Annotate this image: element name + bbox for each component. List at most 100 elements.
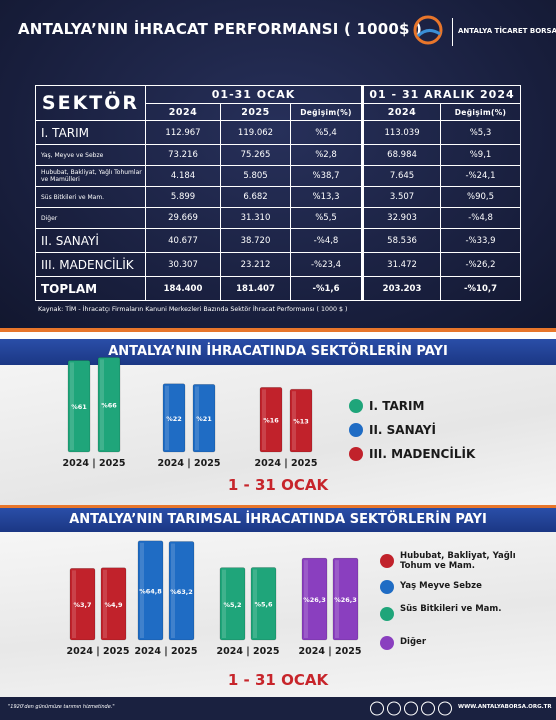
bar-shine <box>72 570 76 638</box>
category-label: 2024 | 2025 <box>299 646 362 657</box>
section-title: ANTALYA’NIN TARIMSAL İHRACATINDA SEKTÖRL… <box>0 508 556 532</box>
bar <box>100 567 127 641</box>
period-label: 1 - 31 OCAK <box>227 671 329 689</box>
accent-line <box>0 328 556 332</box>
table-cell: II. SANAYİ <box>35 228 146 253</box>
logo-wave <box>416 29 441 38</box>
table-row: III. MADENCİLİK 30.307 23.212 -%23,4 31.472-… <box>35 252 522 277</box>
bar <box>162 383 186 453</box>
bar <box>97 357 121 453</box>
legend-label: Hububat, Bakliyat, Yağlı Tohum ve Mam. <box>400 551 516 571</box>
social-icon[interactable] <box>404 701 418 716</box>
social-icons <box>370 701 452 716</box>
value-label: %61 <box>71 403 87 411</box>
table-cell: %5,3 <box>440 120 522 145</box>
category-label: 2024 | 2025 <box>135 646 198 657</box>
table-cell: -%33,9 <box>440 228 522 253</box>
table-row: TOPLAM 184.400 181.407 -%1,6 203.203 -%10,7 <box>35 276 522 301</box>
value-label: %63,2 <box>170 588 193 596</box>
bar-shine <box>165 385 169 450</box>
table-cell: %5,4 <box>289 120 364 145</box>
bar <box>168 541 195 641</box>
website[interactable]: WWW.ANTALYABORSA.ORG.TR <box>458 704 552 710</box>
bar-shine <box>70 362 74 450</box>
value-label: %26,3 <box>334 596 357 604</box>
category-label: 2024 | 2025 <box>255 458 318 469</box>
social-icon[interactable] <box>387 701 401 716</box>
category-label: 2024 | 2025 <box>217 646 280 657</box>
table-cell: 40.677 <box>145 228 221 253</box>
bar <box>192 384 216 453</box>
divider <box>452 18 453 46</box>
bar-shine <box>292 391 296 450</box>
section-title: ANTALYA’NIN İHRACATINDA SEKTÖRLERİN PAYI <box>0 339 556 365</box>
bar-shine <box>335 560 339 638</box>
table-cell: -%23,4 <box>289 252 364 277</box>
social-icon[interactable] <box>421 701 435 716</box>
table-cell: -%26,2 <box>440 252 522 277</box>
bar <box>301 557 328 641</box>
legend-label: Süs Bitkileri ve Mam. <box>400 604 502 614</box>
table-body: SEKTÖR 01-31 OCAK 01 - 31 ARALIK 2024 2024 2… <box>35 85 522 301</box>
legend-marker <box>380 554 394 568</box>
legend-label: III. MADENCİLİK <box>369 446 476 461</box>
bar-shine <box>304 560 308 638</box>
legend-marker <box>380 607 394 621</box>
value-label: %5,2 <box>223 601 241 609</box>
bar-shine <box>195 386 199 450</box>
source-note: Kaynak: TİM - İhracatçı Firmaların Kanun… <box>38 306 348 313</box>
table-row: Yaş, Meyve ve Sebze 73.216 75.265 %2,8 68.98… <box>35 144 522 166</box>
value-label: %64,8 <box>139 587 162 595</box>
legend-marker <box>349 399 363 413</box>
header-cell: 01 - 31 ARALIK 2024 <box>361 85 522 104</box>
bar-shine <box>171 543 175 638</box>
legend-label: Yaş Meyve Sebze <box>400 581 482 592</box>
bar <box>250 567 277 641</box>
bar <box>137 540 164 641</box>
bar <box>69 568 96 641</box>
bar-shine <box>253 569 257 638</box>
table-cell: I. TARIM <box>35 120 146 145</box>
value-label: %22 <box>166 415 182 423</box>
header-row: SEKTÖR 01-31 OCAK 01 - 31 ARALIK 2024 <box>35 85 522 121</box>
period-label: 1 - 31 OCAK <box>227 476 329 494</box>
logo-ring <box>413 15 443 45</box>
bar-shine <box>222 569 226 638</box>
bar <box>259 387 283 453</box>
value-label: %5,6 <box>254 601 273 609</box>
value-label: %66 <box>101 402 117 410</box>
bar-shine <box>100 359 104 450</box>
category-label: 2024 | 2025 <box>158 458 221 469</box>
bar-shine <box>140 542 144 638</box>
social-icon[interactable] <box>438 701 452 716</box>
value-label: %3,7 <box>73 601 91 609</box>
footer <box>0 697 556 720</box>
accent-line <box>0 505 556 508</box>
slogan: "1920'den günümüze tarımın hizmetinde." <box>8 704 115 710</box>
table-cell: III. MADENCİLİK <box>35 252 146 277</box>
value-label: %13 <box>293 418 309 426</box>
table-row: II. SANAYİ 40.677 38.720 -%4,8 58.536 -%33,9 <box>35 228 522 253</box>
page-title: ANTALYA’NIN İHRACAT PERFORMANSI ( 1000$ … <box>18 20 423 38</box>
table-cell: 184.400 <box>145 276 221 301</box>
table-row: I. TARIM 112.967 119.062 %5,4 113.039 %5,3 <box>35 120 522 145</box>
value-label: %16 <box>263 417 279 425</box>
legend-label: II. SANAYİ <box>369 422 436 437</box>
value-label: %26,3 <box>303 596 326 604</box>
bar <box>289 388 313 453</box>
table-cell: -%1,6 <box>289 276 364 301</box>
table-cell: -%10,7 <box>440 276 522 301</box>
value-label: %4,9 <box>104 601 123 609</box>
legend-marker <box>349 447 363 461</box>
table-cell: TOPLAM <box>35 276 146 301</box>
table-row: Hububat, Bakliyat, Yağlı Tohumlar ve Mam… <box>35 165 522 187</box>
logo <box>413 15 443 45</box>
table-cell: 203.203 <box>361 276 442 301</box>
legend-label: Diğer <box>400 637 427 648</box>
bar <box>219 567 246 641</box>
social-icon[interactable] <box>370 701 384 716</box>
table-row: Süs Bitkileri ve Mam. 5.899 6.682 %13,3 3.50… <box>35 186 522 208</box>
category-label: 2024 | 2025 <box>67 646 130 657</box>
